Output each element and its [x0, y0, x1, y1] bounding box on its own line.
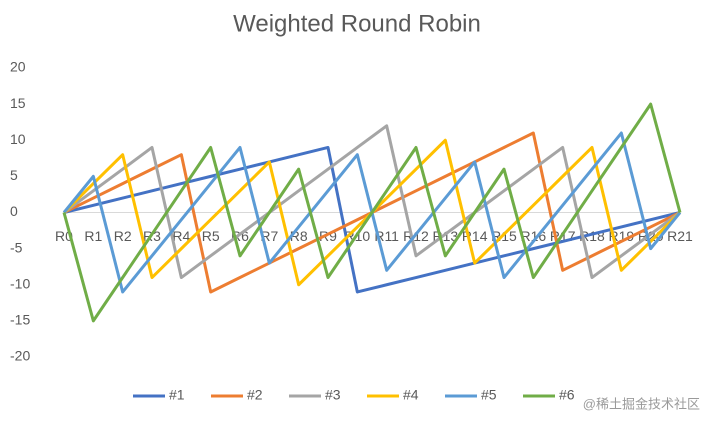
y-tick-label: 15: [10, 95, 26, 111]
legend-label: #4: [403, 387, 419, 403]
legend-label: #2: [247, 387, 263, 403]
series-line: [63, 124, 681, 280]
y-tick-label: -20: [10, 348, 30, 364]
y-tick-label: -10: [10, 275, 30, 291]
series-line: [63, 145, 681, 294]
watermark: @稀土掘金技术社区: [583, 396, 700, 411]
y-tick-label: 0: [10, 203, 18, 219]
legend-label: #3: [325, 387, 341, 403]
legend-label: #1: [169, 387, 185, 403]
x-tick-label: R1: [84, 228, 102, 244]
y-tick-label: -5: [10, 239, 23, 255]
x-tick-label: R5: [202, 228, 220, 244]
legend-label: #6: [559, 387, 575, 403]
y-tick-label: 20: [10, 59, 26, 75]
x-tick-label: R4: [172, 228, 190, 244]
legend-label: #5: [481, 387, 497, 403]
chart-title: Weighted Round Robin: [233, 10, 481, 37]
y-tick-label: -15: [10, 312, 30, 328]
series-line: [62, 102, 682, 323]
x-tick-label: R2: [114, 228, 132, 244]
y-tick-label: 5: [10, 167, 18, 183]
y-tick-label: 10: [10, 131, 26, 147]
x-tick-label: R21: [667, 228, 693, 244]
